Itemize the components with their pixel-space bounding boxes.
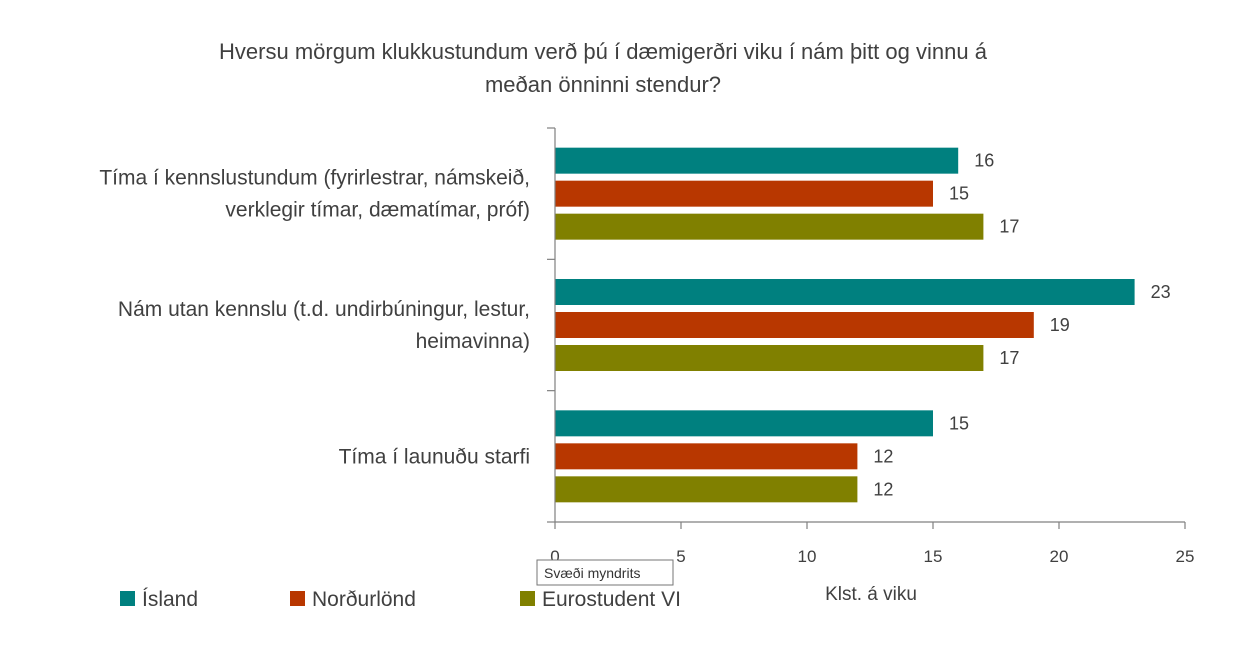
tooltip-text: Svæði myndrits	[544, 565, 640, 581]
chart-title-line: meðan önninni stendur?	[485, 72, 721, 97]
x-tick-label: 10	[798, 547, 817, 566]
x-tick-label: 5	[676, 547, 685, 566]
x-tick-labels: 0 5 10 15 20 25	[550, 547, 1194, 566]
legend: Ísland Norðurlönd Eurostudent VI	[120, 588, 681, 611]
legend-swatch	[120, 591, 135, 606]
data-label: 12	[873, 446, 893, 466]
bar-nor-url-nd-2	[555, 443, 858, 470]
legend-item: Eurostudent VI	[520, 588, 681, 611]
data-label: 17	[999, 348, 1019, 368]
category-label: Tíma í launuðu starfi	[339, 445, 530, 468]
bar-nor-url-nd-0	[555, 180, 933, 207]
x-tick-label: 25	[1176, 547, 1195, 566]
data-label: 15	[949, 184, 969, 204]
bars	[555, 147, 1135, 503]
data-label: 23	[1151, 282, 1171, 302]
bar-nor-url-nd-1	[555, 312, 1034, 338]
bar-eurostudent-vi-1	[555, 345, 984, 371]
data-label: 16	[974, 151, 994, 171]
x-tick-label: 15	[924, 547, 943, 566]
legend-item: Ísland	[120, 588, 198, 611]
data-label: 17	[999, 217, 1019, 237]
tooltip-box	[536, 559, 674, 586]
category-label: heimavinna)	[416, 330, 530, 353]
bar--sland-1	[555, 279, 1135, 305]
category-label: verklegir tímar, dæmatímar, próf)	[225, 199, 530, 222]
bar-eurostudent-vi-2	[555, 476, 858, 503]
data-label: 19	[1050, 315, 1070, 335]
chart-title-line: Hversu mörgum klukkustundum verð þú í dæ…	[219, 39, 988, 64]
legend-item: Norðurlönd	[290, 588, 416, 611]
category-label: Nám utan kennslu (t.d. undirbúningur, le…	[118, 298, 530, 321]
category-label: Tíma í kennslustundum (fyrirlestrar, nám…	[99, 167, 530, 190]
x-tick-label: 0	[550, 547, 559, 566]
category-labels: Tíma í kennslustundum (fyrirlestrar, nám…	[99, 167, 530, 469]
bar--sland-0	[555, 147, 959, 174]
axes	[547, 127, 1186, 529]
legend-swatch	[290, 591, 305, 606]
legend-label: Eurostudent VI	[542, 588, 681, 611]
bar--sland-2	[555, 410, 933, 437]
x-axis-title: Klst. á viku	[825, 584, 917, 605]
x-tick-label: 20	[1050, 547, 1069, 566]
legend-label: Ísland	[142, 588, 198, 611]
bar-eurostudent-vi-0	[555, 213, 984, 240]
tooltip: Svæði myndrits	[536, 559, 674, 586]
data-label: 12	[873, 479, 893, 499]
data-label: 15	[949, 413, 969, 433]
legend-label: Norðurlönd	[312, 588, 416, 611]
chart-title: Hversu mörgum klukkustundum verð þú í dæ…	[219, 39, 988, 97]
legend-swatch	[520, 591, 535, 606]
